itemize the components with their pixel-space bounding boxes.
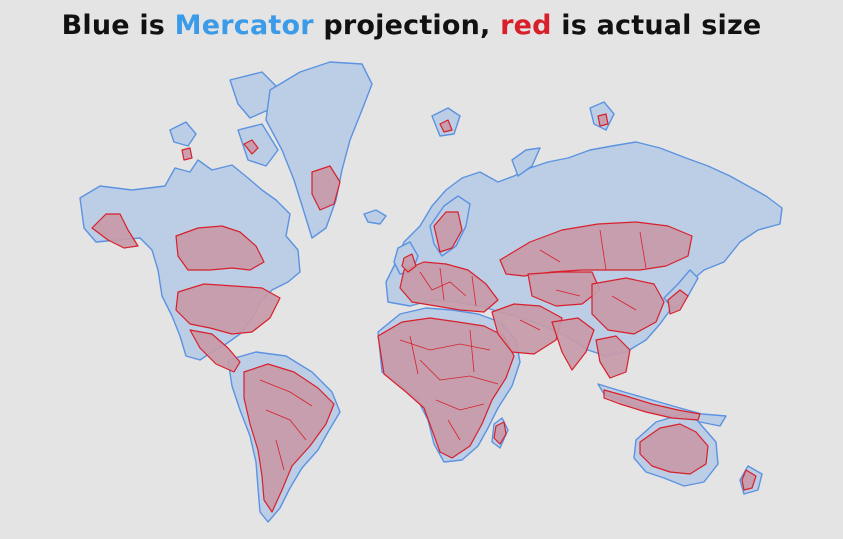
actual-madagascar [493,421,507,445]
actual-arctic-island-2 [181,147,193,161]
actual-usa [175,283,281,335]
actual-india [551,317,595,371]
actual-southeast-asia [595,335,631,379]
mercator-novaya-zemlya [511,147,541,177]
title-part-2: projection, [313,10,501,41]
actual-indonesia [603,389,701,421]
actual-china [591,277,665,335]
actual-europe-borders [419,267,477,307]
actual-africa [377,317,515,459]
actual-central-asia [527,271,601,307]
actual-scandinavia [433,211,463,253]
title-part-3: is actual size [551,10,762,41]
mercator-iceland [363,209,387,225]
actual-canada [175,225,265,271]
actual-svalbard [439,119,453,133]
actual-australia [639,423,709,475]
title-part-1: Blue is [61,10,175,41]
actual-japan [667,289,689,315]
map-title: Blue is Mercator projection, red is actu… [0,10,833,41]
actual-uk [401,253,417,273]
actual-size-layer [91,113,757,513]
actual-south-america-borders [259,379,313,471]
actual-greenland [311,165,341,211]
title-mercator-word: Mercator [174,10,314,41]
actual-middle-east [491,303,563,355]
actual-south-america [243,363,335,513]
actual-alaska [91,213,139,249]
actual-europe [399,261,499,313]
actual-arctic-island-1 [243,139,259,155]
actual-asia-borders [519,229,647,331]
actual-new-zealand [741,469,757,491]
title-red-word: red [500,10,552,41]
actual-africa-borders [399,329,499,441]
mercator-alaska-islands [169,121,197,147]
actual-arctic-north [597,113,609,127]
mercator-baffin [237,123,279,167]
actual-mexico-central-america [189,329,241,373]
